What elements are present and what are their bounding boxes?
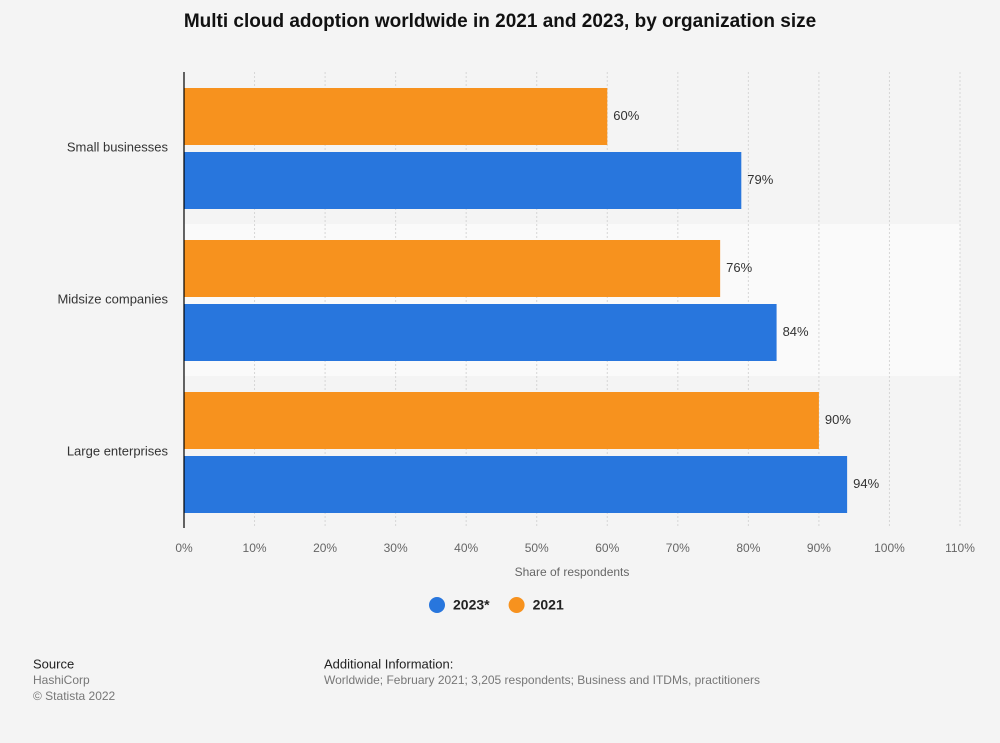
chart-title: Multi cloud adoption worldwide in 2021 a… <box>184 11 816 32</box>
y-tick-label: Large enterprises <box>67 443 169 458</box>
bar <box>184 304 777 361</box>
legend-label: 2021 <box>533 597 564 613</box>
bar <box>184 152 742 209</box>
x-tick-label: 20% <box>313 541 337 555</box>
x-tick-label: 40% <box>454 541 478 555</box>
data-label: 94% <box>853 476 879 491</box>
bar <box>184 240 721 297</box>
source-heading: Source <box>33 656 74 671</box>
x-tick-label: 90% <box>807 541 831 555</box>
legend-label: 2023* <box>453 597 490 613</box>
x-tick-label: 80% <box>736 541 760 555</box>
x-tick-label: 30% <box>384 541 408 555</box>
y-tick-label: Small businesses <box>67 139 169 154</box>
x-tick-label: 60% <box>595 541 619 555</box>
x-tick-label: 100% <box>874 541 905 555</box>
x-tick-label: 50% <box>525 541 549 555</box>
legend-marker <box>429 597 445 613</box>
source: HashiCorp <box>33 673 90 687</box>
x-tick-label: 70% <box>666 541 690 555</box>
x-axis-label: Share of respondents <box>515 565 630 579</box>
data-label: 79% <box>747 172 773 187</box>
info-heading: Additional Information: <box>324 656 453 671</box>
data-label: 60% <box>613 108 639 123</box>
y-tick-label: Midsize companies <box>57 291 168 306</box>
x-tick-label: 110% <box>945 541 975 555</box>
bar <box>184 392 819 449</box>
legend-marker <box>508 597 525 613</box>
x-tick-label: 0% <box>175 541 193 555</box>
info: Worldwide; February 2021; 3,205 responde… <box>324 673 760 687</box>
data-label: 90% <box>825 412 851 427</box>
bar <box>184 88 608 145</box>
bar <box>184 456 848 513</box>
x-tick-label: 10% <box>243 541 267 555</box>
data-label: 76% <box>726 260 752 275</box>
data-label: 84% <box>783 324 809 339</box>
copyright: © Statista 2022 <box>33 689 116 703</box>
